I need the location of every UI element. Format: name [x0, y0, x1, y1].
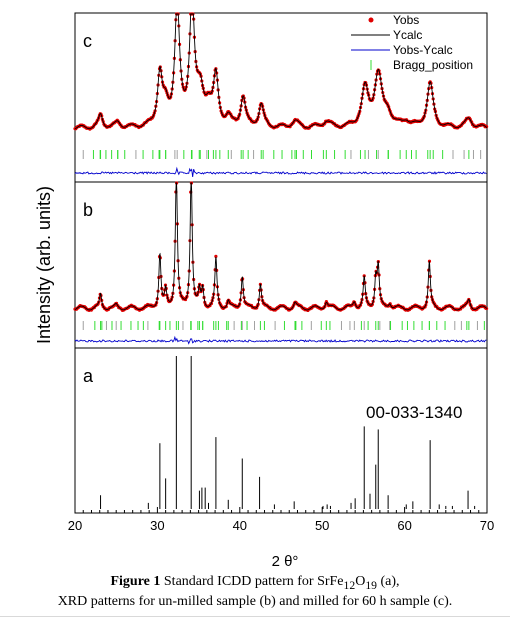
- panel-a: a 00-033-1340: [74, 347, 488, 514]
- panel-frame-a: [74, 347, 488, 514]
- reference-code: 00-033-1340: [366, 403, 462, 422]
- panel-b: b: [73, 181, 489, 349]
- panel-label-b: b: [83, 200, 93, 220]
- x-tick-label-60: 60: [397, 518, 411, 533]
- x-tick-label-70: 70: [480, 518, 494, 533]
- legend-item-1: Ycalc: [351, 28, 422, 42]
- panel-c: c: [73, 12, 489, 183]
- caption-text-mid: O: [355, 574, 366, 589]
- caption-sub-1: 12: [343, 578, 356, 592]
- panels-group: c b a 00-033-1340: [73, 12, 489, 514]
- difference-line-b: [74, 335, 487, 345]
- x-tick-label-30: 30: [150, 518, 164, 533]
- legend-item-2: Yobs-Ycalc: [351, 43, 453, 57]
- bragg-positions-b: [82, 321, 485, 330]
- yobs-point: [484, 125, 489, 129]
- legend-item-3: Bragg_position: [370, 58, 473, 72]
- x-tick-label-20: 20: [68, 518, 82, 533]
- figure-label: Figure 1: [110, 574, 161, 589]
- caption-text-end: (a),: [376, 574, 400, 589]
- legend-label: Yobs-Ycalc: [393, 43, 453, 57]
- ycalc-line-b: [74, 182, 488, 311]
- yobs-point: [214, 254, 218, 258]
- caption-sub-2: 19: [365, 578, 377, 592]
- yobs-points-b: [73, 181, 489, 313]
- x-tick-label-50: 50: [315, 518, 329, 533]
- bottom-rule: [0, 616, 510, 617]
- panel-frame-c: [74, 12, 488, 183]
- legend-label: Bragg_position: [393, 58, 473, 72]
- legend-dot-marker: [368, 17, 374, 23]
- x-tick-label-40: 40: [233, 518, 247, 533]
- legend-label: Ycalc: [393, 28, 422, 42]
- ycalc-line-c: [74, 13, 488, 130]
- caption-text-1: Standard ICDD pattern for SrFe: [160, 574, 344, 589]
- figure-caption-line-1: Figure 1 Standard ICDD pattern for SrFe1…: [0, 574, 510, 592]
- legend-label: Yobs: [393, 13, 419, 27]
- legend-item-0: Yobs: [368, 13, 419, 27]
- panel-label-c: c: [83, 31, 92, 51]
- x-axis: 20 30 40 50 60 70: [68, 507, 494, 533]
- figure-caption-line-2: XRD patterns for un-milled sample (b) an…: [57, 594, 453, 609]
- panel-frame-b: [74, 181, 488, 349]
- bragg-positions-c: [82, 150, 482, 159]
- x-axis-label: 2 θ°: [272, 553, 299, 570]
- panel-label-a: a: [83, 366, 94, 386]
- y-axis-label: Intensity (arb. units): [34, 186, 54, 344]
- difference-line-c: [74, 166, 487, 177]
